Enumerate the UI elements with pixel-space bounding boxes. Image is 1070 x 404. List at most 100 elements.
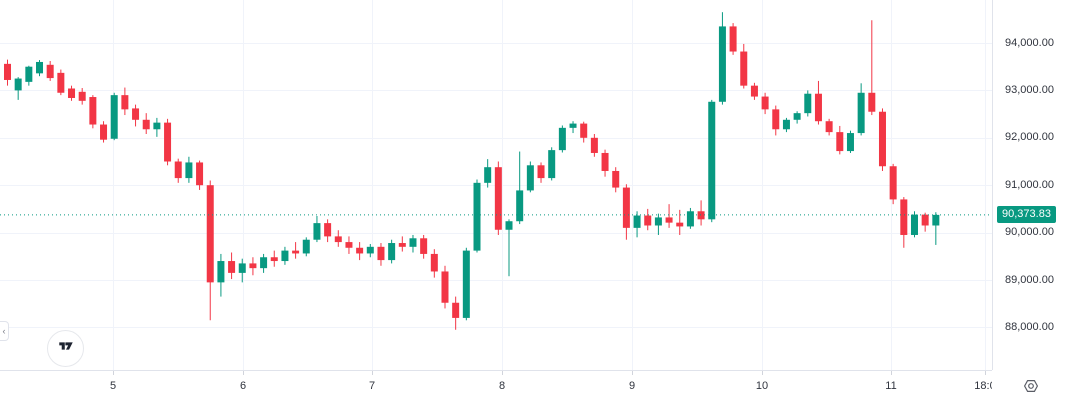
time-axis-settings-button[interactable]: [1020, 376, 1042, 398]
price-axis-label: 88,000.00: [1005, 320, 1054, 333]
candle-body: [889, 166, 897, 200]
candle-body: [238, 263, 246, 273]
time-axis-label: 11: [885, 380, 897, 392]
time-axis-label: 7: [368, 380, 376, 392]
candle-body: [206, 185, 214, 283]
candle-body: [665, 217, 673, 223]
price-axis-label: 93,000.00: [1005, 83, 1054, 96]
candle-body: [14, 78, 22, 91]
candle-body: [46, 64, 54, 79]
sidebar-collapse-tab[interactable]: ‹: [0, 321, 9, 341]
candle-body: [494, 167, 502, 230]
candle-body: [281, 250, 289, 262]
candle-body: [366, 246, 374, 254]
candle-body: [270, 257, 278, 262]
candle-body: [185, 162, 193, 179]
candle-body: [420, 238, 428, 254]
candle-body: [25, 66, 33, 82]
candle-body: [686, 211, 694, 227]
candle-body: [601, 152, 609, 171]
candle-body: [548, 150, 556, 179]
time-axis-label: 8: [498, 380, 506, 392]
candle-body: [814, 93, 822, 122]
candle-body: [516, 190, 524, 222]
candle-body: [857, 92, 865, 134]
candle-body: [505, 221, 513, 230]
candle-body: [878, 111, 886, 167]
candle-body: [36, 61, 44, 74]
candle-body: [590, 137, 598, 153]
time-axis-label: 10: [755, 380, 769, 392]
candle-body: [729, 26, 737, 52]
time-axis[interactable]: 5 6 7 8 9 10 11 18:0: [0, 370, 1070, 404]
candle-body: [708, 101, 716, 220]
candle-body: [132, 108, 140, 120]
candle-body: [345, 242, 353, 248]
candle-body: [452, 302, 460, 318]
candle-body: [910, 214, 918, 235]
candle-body: [4, 63, 11, 80]
time-axis-tick: [985, 371, 986, 375]
candle-body: [100, 124, 108, 140]
candle-body: [761, 96, 769, 110]
candle-body: [174, 161, 182, 179]
candle-body: [846, 133, 854, 152]
candle-body: [57, 72, 65, 93]
candle-body: [526, 165, 534, 191]
candle-body: [644, 215, 652, 226]
price-axis-label: 92,000.00: [1005, 131, 1054, 144]
time-axis-tick: [372, 371, 373, 375]
candle-body: [142, 119, 150, 130]
time-axis-label: 5: [109, 380, 117, 392]
candle-body: [292, 250, 300, 254]
candle-body: [217, 261, 225, 283]
candle-body: [740, 51, 748, 86]
candle-body: [121, 95, 129, 110]
settings-gear-icon: [1023, 378, 1039, 397]
candle-body: [825, 121, 833, 133]
candle-body: [921, 214, 929, 226]
candle-body: [633, 215, 641, 228]
candle-body: [750, 85, 758, 97]
candle-body: [473, 182, 481, 251]
time-axis-label: 6: [239, 380, 247, 392]
candle-body: [334, 236, 342, 243]
candle-body: [537, 165, 545, 179]
candle-body: [68, 88, 76, 98]
price-axis-label: 94,000.00: [1005, 36, 1054, 49]
candle-body: [462, 250, 470, 318]
time-axis-tick: [243, 371, 244, 375]
candle-body: [718, 26, 726, 102]
candle-body: [409, 238, 417, 247]
candle-body: [654, 217, 662, 226]
candle-body: [89, 97, 97, 125]
current-price-badge: 90,373.83: [997, 206, 1056, 224]
candle-body: [697, 211, 705, 220]
candle-body: [260, 257, 268, 269]
candle-body: [836, 132, 844, 152]
tradingview-logo[interactable]: [47, 330, 84, 367]
candle-body: [377, 246, 385, 261]
time-axis-label: 9: [628, 380, 636, 392]
price-axis[interactable]: 90,373.83 94,000.00 93,000.00 92,000.00 91,…: [992, 0, 1070, 370]
candle-body: [430, 253, 438, 272]
candle-body: [153, 122, 161, 130]
candle-body: [78, 91, 86, 101]
candle-body: [302, 239, 310, 254]
candle-body: [622, 187, 630, 228]
candle-body: [388, 243, 396, 261]
price-axis-label: 91,000.00: [1005, 178, 1054, 191]
candle-body: [228, 261, 236, 273]
candle-body: [484, 167, 492, 183]
candlestick-chart[interactable]: [0, 0, 992, 370]
candle-body: [772, 109, 780, 130]
time-axis-tick: [113, 371, 114, 375]
candle-body: [441, 271, 449, 303]
candle-body: [932, 214, 940, 226]
price-axis-label: 90,000.00: [1005, 226, 1054, 239]
candle-body: [580, 123, 588, 138]
candle-body: [356, 247, 364, 254]
tradingview-mark-icon: [55, 335, 77, 362]
candle-body: [164, 122, 172, 162]
